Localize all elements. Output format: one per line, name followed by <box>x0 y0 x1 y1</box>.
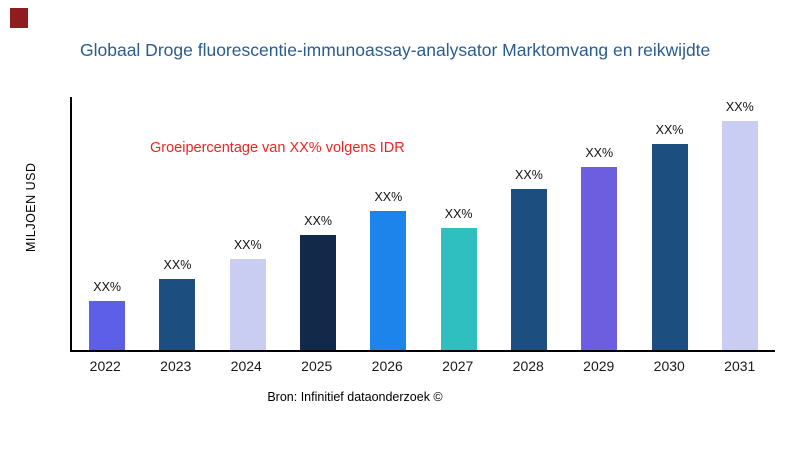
bar-group: XX% <box>564 97 634 350</box>
bar-group: XX% <box>423 97 493 350</box>
x-axis-tick-label: 2030 <box>653 358 685 374</box>
bar-2027 <box>440 228 477 350</box>
bar-value-label: XX% <box>233 237 262 252</box>
source-attribution: Bron: Infinitief dataonderzoek © <box>267 390 443 404</box>
x-axis-ticks: 2022 2023 2024 2025 2026 2027 2028 2029 2030 2031 <box>70 358 775 374</box>
bar-value-label: XX% <box>374 190 403 205</box>
bar-group: XX% <box>142 97 212 350</box>
brand-mark <box>10 8 28 28</box>
x-axis-tick-label: 2022 <box>89 358 121 374</box>
x-axis-tick-label: 2027 <box>442 358 474 374</box>
plot-area: XX% XX% XX% XX% XX% XX% XX% XX% XX% XX% <box>70 97 775 352</box>
x-axis-tick-label: 2024 <box>230 358 262 374</box>
bar-2026 <box>370 211 407 350</box>
growth-rate-annotation: Groeipercentage van XX% volgens IDR <box>150 140 405 156</box>
bar-value-label: XX% <box>725 99 754 114</box>
bar-2025 <box>300 234 337 350</box>
x-axis-tick-label: 2025 <box>301 358 333 374</box>
bar-value-label: XX% <box>515 168 543 183</box>
bar-2029 <box>581 167 618 350</box>
x-axis-tick-label: 2031 <box>724 358 756 374</box>
bar-group: XX% <box>705 97 775 350</box>
bars-row: XX% XX% XX% XX% XX% XX% XX% XX% XX% XX% <box>72 97 775 350</box>
x-axis-tick-label: 2029 <box>583 358 615 374</box>
bar-2023 <box>159 278 196 350</box>
bar-value-label: XX% <box>163 257 192 272</box>
bar-group: XX% <box>72 97 142 350</box>
bar-value-label: XX% <box>585 146 614 161</box>
bar-value-label: XX% <box>304 213 332 228</box>
bar-2022 <box>89 301 126 350</box>
bar-group: XX% <box>353 97 423 350</box>
x-axis-tick-label: 2026 <box>371 358 403 374</box>
bar-value-label: XX% <box>93 280 122 295</box>
x-axis-tick-label: 2023 <box>160 358 192 374</box>
bar-value-label: XX% <box>444 207 473 222</box>
bar-value-label: XX% <box>655 122 684 137</box>
bar-group: XX% <box>634 97 704 350</box>
bar-2028 <box>510 189 547 350</box>
chart-title: Globaal Droge fluorescentie-immunoassay-… <box>80 40 711 60</box>
bar-group: XX% <box>283 97 353 350</box>
bar-group: XX% <box>213 97 283 350</box>
y-axis-label: MILJOEN USD <box>24 162 38 252</box>
bar-2031 <box>721 120 758 350</box>
bar-2024 <box>229 258 266 350</box>
x-axis-tick-label: 2028 <box>512 358 544 374</box>
bar-group: XX% <box>494 97 564 350</box>
bar-2030 <box>651 143 688 350</box>
